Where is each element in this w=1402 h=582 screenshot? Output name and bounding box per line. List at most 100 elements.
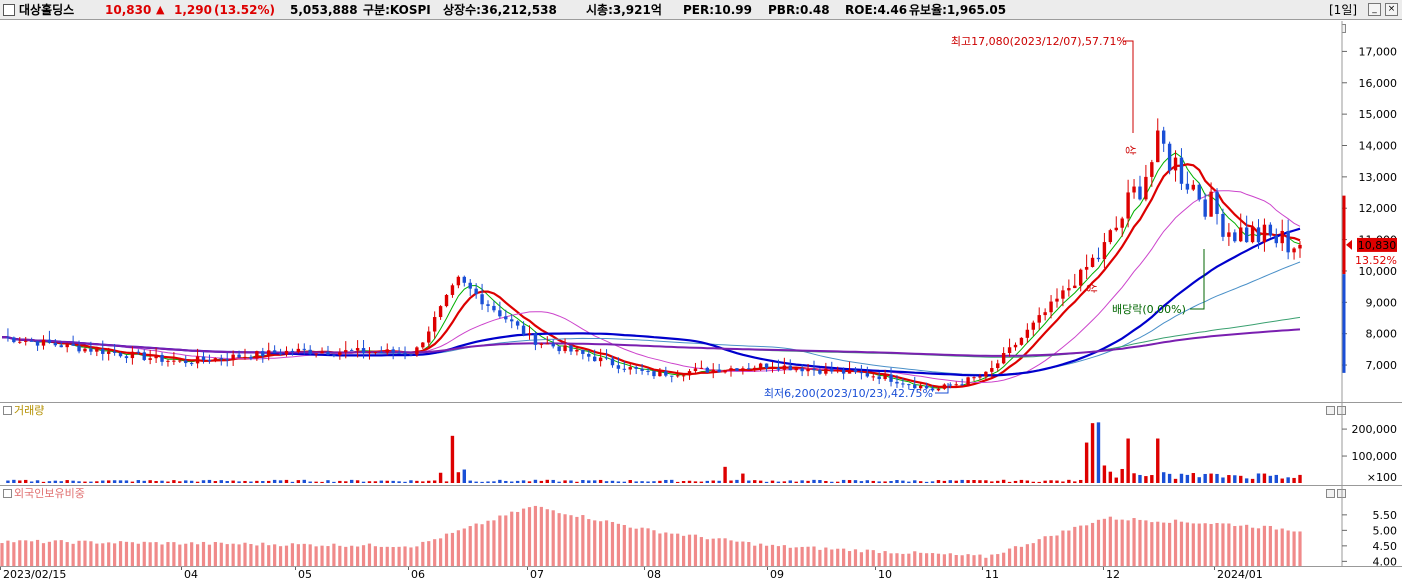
dividend-annotation-arrow <box>1190 249 1205 310</box>
foreign-ratio-bar <box>729 540 733 566</box>
candle-body <box>646 370 650 372</box>
volume-bar <box>367 481 372 483</box>
foreign-ratio-bar <box>1120 519 1124 566</box>
volume-bar <box>106 480 111 483</box>
foreign-ratio-bar <box>1144 520 1148 566</box>
foreign-ratio-bar <box>1049 535 1053 566</box>
volume-bar <box>12 479 16 483</box>
limit-up-marker: 상 <box>1124 145 1137 155</box>
candle-body <box>504 316 508 320</box>
candle-body <box>776 367 781 370</box>
volume-bar <box>758 480 763 483</box>
x-axis: 2023/02/15 04 05 06 07 08 09 10 11 12 2024/01 <box>0 566 1402 582</box>
minimize-button[interactable]: _ <box>1368 3 1381 16</box>
volume-bar <box>527 481 532 483</box>
candle-body <box>527 333 532 335</box>
foreign-ratio-bar <box>1096 519 1101 566</box>
candle-body <box>1084 266 1089 270</box>
volume-bar <box>1120 468 1124 483</box>
volume-bar <box>1114 477 1118 483</box>
candle-body <box>918 385 923 389</box>
foreign-ratio-bar <box>302 543 306 566</box>
foreign-ratio-bar <box>1090 522 1095 566</box>
foreign-ratio-bar <box>806 546 810 566</box>
foreign-pane-minimize-icon[interactable] <box>1326 489 1335 498</box>
foreign-ratio-bar <box>735 541 739 566</box>
volume-chart: 200,000 100,000 ×100 <box>6 403 1397 486</box>
period-selector[interactable]: [1일] <box>1329 3 1358 17</box>
foreign-ratio-bar <box>1025 544 1029 566</box>
candle-body <box>545 343 549 345</box>
foreign-ratio-bar <box>551 510 555 566</box>
volume-bar <box>166 481 170 483</box>
candle-body <box>219 358 223 360</box>
foreign-ratio-bar <box>942 554 946 566</box>
foreign-ratio-bar <box>634 528 638 566</box>
volume-bar <box>504 480 508 483</box>
foreign-ratio-bar <box>990 554 994 566</box>
foreign-ratio-bar <box>1031 543 1035 566</box>
candle-body <box>237 354 241 358</box>
candle-body <box>687 371 692 376</box>
volume-bar <box>272 479 277 483</box>
volume-bar <box>913 480 917 483</box>
volume-bar <box>942 480 947 483</box>
foreign-ratio-bar <box>1268 525 1272 566</box>
candle-body <box>486 304 490 306</box>
foreign-ratio-bar <box>853 549 858 566</box>
stock-name: 대상홀딩스 <box>19 3 75 17</box>
foreign-ratio-bar <box>290 543 295 566</box>
volume-bar <box>557 481 561 483</box>
candle-body <box>474 288 478 295</box>
listed-shares: 상장수:36,212,538 <box>443 3 557 17</box>
candle-body <box>889 374 893 382</box>
x-axis-label: 12 <box>1106 568 1120 581</box>
candle-body <box>213 358 218 362</box>
candle-body <box>344 350 348 353</box>
foreign-ratio-bar <box>1043 536 1047 566</box>
select-checkbox[interactable] <box>3 4 15 16</box>
volume-bar <box>830 481 834 483</box>
volume-bar <box>563 480 567 483</box>
foreign-ratio-bar <box>1126 520 1130 566</box>
candle-body <box>1286 230 1290 253</box>
close-button[interactable]: × <box>1385 3 1398 16</box>
y-tick-label: 14,000 <box>1359 140 1398 153</box>
volume-bar <box>581 480 585 483</box>
foreign-ratio-bar <box>717 538 721 566</box>
x-axis-tick <box>408 567 409 570</box>
volume-bar <box>652 481 656 483</box>
volume-pane-minimize-icon[interactable] <box>1326 406 1335 415</box>
foreign-ratio-bar <box>658 533 662 566</box>
foreign-ratio-bar <box>213 541 217 566</box>
foreign-ratio-bar <box>587 519 591 566</box>
candle-body <box>640 368 644 371</box>
foreign-ratio-bar <box>788 547 792 566</box>
foreign-ratio-bar <box>231 543 235 566</box>
foreign-ratio-bar <box>1073 526 1077 566</box>
volume-bar <box>361 481 366 483</box>
volume-bar <box>142 480 146 483</box>
candle-body <box>231 354 235 361</box>
foreign-ratio-bar <box>284 545 289 566</box>
volume-bar <box>35 480 40 483</box>
candle-body <box>1108 230 1113 243</box>
volume-bar <box>1256 473 1261 483</box>
candle-body <box>355 348 360 351</box>
foreign-ratio-bar <box>415 546 419 566</box>
candle-body <box>148 358 152 360</box>
candle-body <box>314 353 318 355</box>
candle-body <box>409 354 413 356</box>
candle-body <box>907 384 911 386</box>
foreign-ratio-bar <box>753 545 757 566</box>
candle-body <box>735 368 739 371</box>
candle-body <box>569 345 573 352</box>
candle-body <box>806 369 810 372</box>
volume-bar <box>1001 479 1006 483</box>
candle-body <box>812 369 816 371</box>
foreign-title: 외국인보유비중 <box>14 487 85 500</box>
volume-bar <box>302 479 306 483</box>
candle-body <box>913 384 917 389</box>
candle-body <box>243 356 247 358</box>
candle-body <box>71 343 75 346</box>
